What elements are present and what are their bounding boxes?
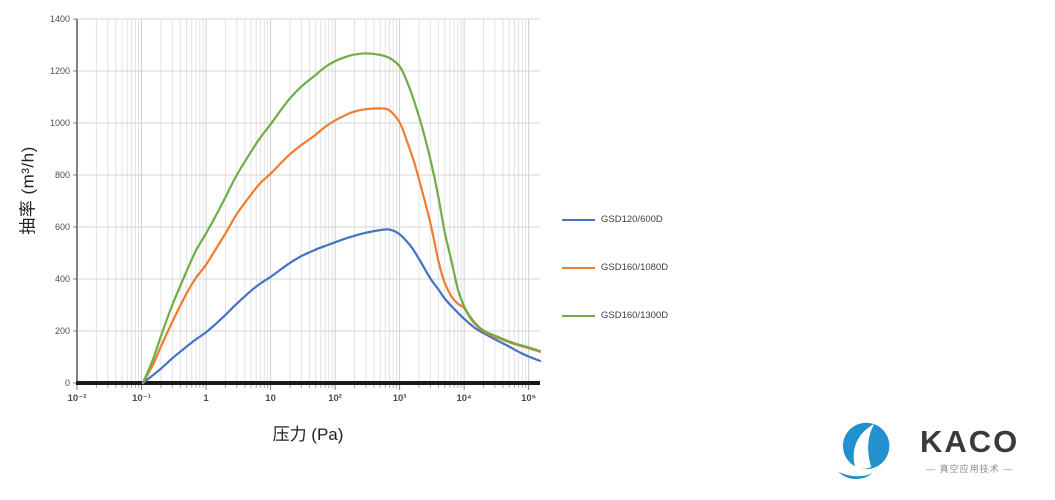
legend-line-swatch <box>562 218 595 221</box>
brand-name: KACO <box>920 424 1020 459</box>
series-curve-gsd120-600d <box>141 228 542 385</box>
legend-item: GSD160/1300D <box>562 307 668 324</box>
series-curve-gsd160-1080d <box>141 107 542 385</box>
y-axis-title: 抽率 (m³/h) <box>18 146 38 235</box>
brand-text: KACO — 真空应用技术 — <box>920 426 1019 475</box>
legend-label: GSD160/1300D <box>601 310 669 321</box>
x-tick-label: 10⁻¹ <box>132 393 151 404</box>
x-tick-label: 10⁴ <box>456 393 472 404</box>
x-axis-title: 压力 (Pa) <box>272 425 344 444</box>
x-tick-label: 10⁻² <box>68 393 87 404</box>
y-tick-label: 200 <box>55 326 70 336</box>
legend-item: GSD120/600D <box>562 211 668 228</box>
brand-tagline: — 真空应用技术 — <box>926 464 1014 474</box>
y-tick-label: 1400 <box>50 14 70 24</box>
x-tick-label: 10² <box>328 393 342 404</box>
x-tick-label: 1 <box>203 393 209 404</box>
kaco-brand: KACO — 真空应用技术 — <box>836 418 1019 482</box>
legend-label: GSD120/600D <box>601 214 663 225</box>
legend-item: GSD160/1080D <box>562 259 668 276</box>
y-tick-label: 600 <box>55 222 70 232</box>
y-tick-label: 1200 <box>50 66 70 76</box>
y-tick-label: 1000 <box>50 118 70 128</box>
x-tick-label: 10⁵ <box>521 393 536 404</box>
kaco-logo-icon <box>838 422 890 480</box>
y-tick-label: 800 <box>55 170 70 180</box>
chart-plot-area: 10⁻² 10⁻¹ 1 10 10² 10³ 10⁴ 10⁵ 0 200 400 600 800 1000… <box>50 14 542 404</box>
y-tick-label: 0 <box>65 378 70 388</box>
y-tick-label: 400 <box>55 274 70 284</box>
chart-legend: GSD120/600D GSD160/1080D GSD160/1300D <box>562 211 668 324</box>
legend-label: GSD160/1080D <box>601 262 669 273</box>
legend-line-swatch <box>562 314 595 317</box>
x-tick-label: 10 <box>265 393 276 404</box>
pump-speed-chart: 10⁻² 10⁻¹ 1 10 10² 10³ 10⁴ 10⁵ 0 200 400 600 800 1000… <box>18 14 669 444</box>
series-curve-gsd160-1300d <box>141 52 542 385</box>
x-tick-label: 10³ <box>393 393 407 404</box>
legend-line-swatch <box>562 266 595 269</box>
